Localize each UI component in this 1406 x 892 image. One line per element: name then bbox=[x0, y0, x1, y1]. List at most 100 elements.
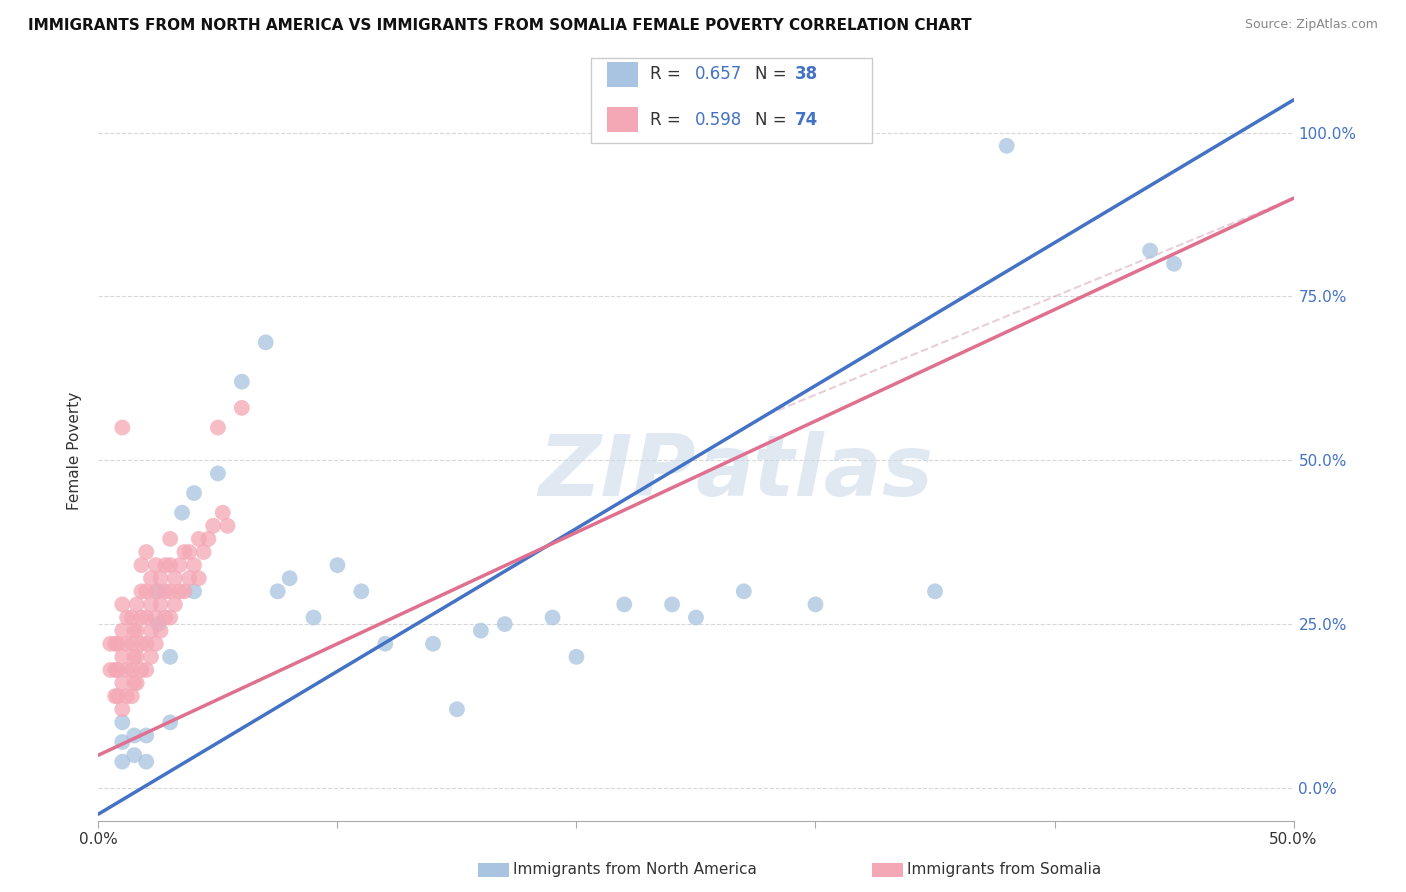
Point bbox=[613, 598, 636, 612]
Point bbox=[149, 571, 172, 585]
Point bbox=[131, 558, 153, 573]
Point bbox=[111, 420, 134, 434]
Point bbox=[111, 755, 134, 769]
Point bbox=[131, 610, 153, 624]
Point bbox=[494, 617, 516, 632]
Point bbox=[111, 702, 134, 716]
Point bbox=[115, 663, 138, 677]
Text: 38: 38 bbox=[794, 65, 817, 83]
Point bbox=[111, 624, 134, 638]
Point bbox=[111, 649, 134, 664]
Point bbox=[125, 624, 148, 638]
Point bbox=[139, 598, 162, 612]
Point bbox=[422, 637, 444, 651]
Point bbox=[121, 637, 143, 651]
Point bbox=[149, 624, 172, 638]
Text: 0.657: 0.657 bbox=[695, 65, 742, 83]
Point bbox=[1163, 257, 1185, 271]
Point bbox=[661, 598, 683, 612]
Point bbox=[924, 584, 946, 599]
Point bbox=[302, 610, 325, 624]
Point bbox=[135, 584, 157, 599]
Point bbox=[131, 637, 153, 651]
Point bbox=[148, 584, 170, 599]
Point bbox=[565, 649, 588, 664]
Point bbox=[169, 584, 191, 599]
Point bbox=[135, 610, 157, 624]
Point bbox=[111, 715, 134, 730]
Point bbox=[169, 558, 191, 573]
Point bbox=[124, 676, 146, 690]
Point bbox=[135, 637, 157, 651]
Point bbox=[145, 558, 167, 573]
Text: Immigrants from North America: Immigrants from North America bbox=[513, 863, 756, 877]
Point bbox=[207, 467, 229, 481]
Point bbox=[135, 545, 157, 559]
Point bbox=[217, 518, 239, 533]
Point bbox=[145, 610, 167, 624]
Point bbox=[179, 571, 201, 585]
Point bbox=[163, 571, 186, 585]
Point bbox=[135, 755, 157, 769]
Point bbox=[107, 689, 129, 703]
Point bbox=[131, 663, 153, 677]
Text: atlas: atlas bbox=[696, 431, 934, 514]
Point bbox=[139, 624, 162, 638]
Point bbox=[111, 735, 134, 749]
Y-axis label: Female Poverty: Female Poverty bbox=[67, 392, 83, 509]
Point bbox=[148, 617, 170, 632]
Point bbox=[124, 624, 146, 638]
Point bbox=[470, 624, 492, 638]
Point bbox=[202, 518, 225, 533]
Point bbox=[98, 637, 122, 651]
Point bbox=[278, 571, 301, 585]
Point bbox=[267, 584, 290, 599]
Point bbox=[193, 545, 215, 559]
Point bbox=[733, 584, 755, 599]
Text: N =: N = bbox=[755, 111, 792, 128]
Point bbox=[541, 610, 564, 624]
Point bbox=[1139, 244, 1161, 258]
Point bbox=[121, 610, 143, 624]
Point bbox=[125, 649, 148, 664]
Point bbox=[115, 637, 138, 651]
Point bbox=[155, 558, 177, 573]
Point bbox=[121, 689, 143, 703]
Point bbox=[139, 649, 162, 664]
Point bbox=[159, 558, 181, 573]
Text: N =: N = bbox=[755, 65, 792, 83]
Text: 0.598: 0.598 bbox=[695, 111, 742, 128]
Point bbox=[685, 610, 707, 624]
Text: Immigrants from Somalia: Immigrants from Somalia bbox=[907, 863, 1101, 877]
Point bbox=[173, 584, 195, 599]
Point bbox=[207, 420, 229, 434]
Point bbox=[125, 598, 148, 612]
Point bbox=[107, 637, 129, 651]
Point bbox=[183, 486, 205, 500]
Point bbox=[155, 584, 177, 599]
Point bbox=[172, 506, 194, 520]
Point bbox=[145, 584, 167, 599]
Point bbox=[995, 138, 1018, 153]
Point bbox=[231, 401, 253, 415]
Point bbox=[145, 637, 167, 651]
Point bbox=[124, 748, 146, 763]
Point bbox=[125, 676, 148, 690]
Point bbox=[124, 649, 146, 664]
Text: 74: 74 bbox=[794, 111, 818, 128]
Point bbox=[131, 584, 153, 599]
Point bbox=[115, 689, 138, 703]
Point bbox=[183, 558, 205, 573]
Text: R =: R = bbox=[650, 111, 686, 128]
Point bbox=[804, 598, 827, 612]
Point bbox=[159, 715, 181, 730]
Point bbox=[107, 663, 129, 677]
Point bbox=[197, 532, 219, 546]
Point bbox=[173, 545, 195, 559]
Point bbox=[111, 598, 134, 612]
Point bbox=[111, 676, 134, 690]
Point bbox=[374, 637, 396, 651]
Text: Source: ZipAtlas.com: Source: ZipAtlas.com bbox=[1244, 18, 1378, 31]
Point bbox=[446, 702, 468, 716]
Point bbox=[139, 571, 162, 585]
